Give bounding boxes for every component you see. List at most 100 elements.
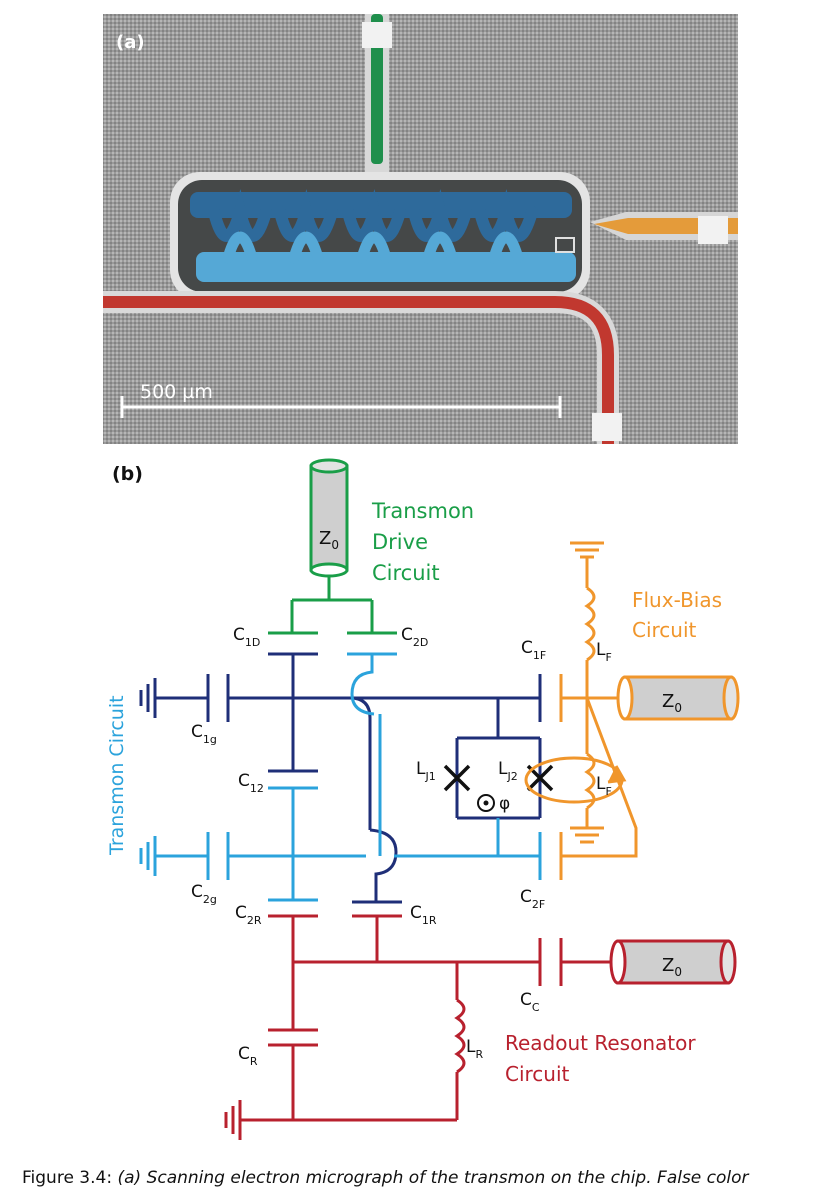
- label-c2f-main: C: [520, 887, 532, 907]
- label-lf-top-sub: F: [605, 651, 611, 664]
- flux-dot: [483, 800, 489, 806]
- readout-bond-pad: [592, 413, 622, 441]
- drive-coax-end: [309, 562, 349, 578]
- flux-bias-title: Flux-Bias Circuit: [632, 588, 728, 642]
- label-c1f: C1F: [521, 638, 546, 662]
- readout-coax-end: [609, 939, 627, 985]
- label-c2g-sub: 2g: [203, 893, 217, 906]
- flux-coax-end: [616, 675, 634, 721]
- node2-crossover-top: [350, 654, 375, 716]
- flux-loop-arrow-icon: [607, 765, 627, 784]
- label-lj1-sub: J1: [424, 770, 435, 783]
- label-cc-sub: C: [532, 1001, 540, 1014]
- label-c1r: C1R: [410, 903, 437, 927]
- readout-title-line1: Readout Resonator: [505, 1031, 696, 1055]
- label-c1f-main: C: [521, 638, 533, 658]
- label-c1f-sub: 1F: [533, 649, 546, 662]
- junction-1-icon: [443, 764, 471, 792]
- drive-circuit-title: Transmon Drive Circuit: [371, 499, 481, 585]
- label-c2r-main: C: [235, 903, 247, 923]
- readout-z0-label: Z0: [662, 955, 682, 979]
- label-cc-main: C: [520, 990, 532, 1010]
- label-c2f-sub: 2F: [532, 898, 545, 911]
- label-c2f: C2F: [520, 887, 545, 911]
- readout-title-line2: Circuit: [505, 1062, 570, 1086]
- flux-out-of-page-icon: [477, 794, 495, 812]
- label-c2g: C2g: [191, 882, 217, 906]
- figure: 500 µm (a) (b) Z0 Transmon Drive Circuit: [103, 14, 740, 1140]
- caption-text: (a) Scanning electron micrograph of the …: [117, 1168, 749, 1188]
- interdigitated-fingers-bottom: [222, 231, 524, 264]
- drive-wires: [290, 576, 374, 632]
- label-c1d-sub: 1D: [245, 636, 260, 649]
- label-lr-sub: R: [475, 1048, 483, 1061]
- flux-symbol: φ: [477, 794, 510, 814]
- panel-a-label: (a): [116, 32, 145, 53]
- drive-title-line1: Transmon: [371, 499, 474, 523]
- label-lr-main: L: [466, 1037, 476, 1057]
- label-lf-bottom: LF: [596, 774, 612, 798]
- flux-title-line1: Flux-Bias: [632, 588, 722, 612]
- flux-coax-far-end: [722, 675, 740, 721]
- readout-wires: [291, 916, 612, 1030]
- sem-micrograph: 500 µm (a): [103, 14, 738, 444]
- transmon-node-1: [139, 652, 542, 904]
- drive-z0-label: Z0: [319, 528, 339, 552]
- flux-z0-subscript: 0: [674, 701, 682, 715]
- transmon-node-2: [139, 652, 542, 902]
- label-c2r: C2R: [235, 903, 262, 927]
- readout-ground-wires: [240, 1045, 459, 1122]
- component-labels: C1D C2D C1F LF C1g C12 LJ1 LJ2 LF C2g C2…: [191, 625, 612, 1068]
- label-lj1: LJ1: [416, 759, 436, 783]
- label-c1g-main: C: [191, 722, 203, 742]
- drive-title-line3: Circuit: [372, 561, 440, 585]
- label-c12: C12: [238, 771, 264, 795]
- label-lj2-sub: J2: [506, 770, 517, 783]
- label-c12-sub: 12: [250, 782, 264, 795]
- phi-label: φ: [499, 794, 510, 814]
- label-lj2-main: L: [498, 759, 508, 779]
- node1-horizontal-left: [155, 696, 372, 830]
- drive-z0-subscript: 0: [331, 538, 339, 552]
- label-cr-main: C: [238, 1044, 250, 1064]
- caption-prefix: Figure 3.4:: [22, 1168, 118, 1188]
- label-c1r-main: C: [410, 903, 422, 923]
- scale-bar-label: 500 µm: [140, 381, 213, 403]
- label-cc: CC: [520, 990, 540, 1014]
- label-lf-top: LF: [596, 640, 612, 664]
- label-c2d-main: C: [401, 625, 413, 645]
- drive-coax-top: [309, 458, 349, 474]
- label-cr-sub: R: [250, 1055, 258, 1068]
- interdigitated-fingers-top: [208, 189, 538, 242]
- label-c2d: C2D: [401, 625, 428, 649]
- label-lr: LR: [466, 1037, 483, 1061]
- inductor-lr: [454, 998, 466, 1074]
- squid-loop: [555, 237, 575, 253]
- flux-z0-label: Z0: [662, 691, 682, 715]
- inductor-lf-top: [584, 586, 596, 662]
- label-c2g-main: C: [191, 882, 203, 902]
- label-c1g-sub: 1g: [203, 733, 217, 746]
- drive-line-green: [371, 14, 383, 164]
- drive-title-line2: Drive: [372, 530, 428, 554]
- label-c1r-sub: 1R: [422, 914, 437, 927]
- flux-title-line2: Circuit: [632, 618, 697, 642]
- flux-return-wire: [561, 697, 638, 858]
- drive-bond-pad: [362, 22, 392, 48]
- drive-coax: [309, 464, 349, 572]
- readout-circuit: [224, 914, 737, 1140]
- label-c12-main: C: [238, 771, 250, 791]
- readout-z0-symbol: Z: [662, 955, 674, 976]
- transmon-pad-top: [190, 192, 572, 218]
- node1-crossover: [369, 828, 398, 902]
- label-lj1-main: L: [416, 759, 426, 779]
- panel-b-label: (b): [112, 463, 143, 485]
- readout-coax-far-end: [719, 939, 737, 985]
- readout-z0-subscript: 0: [674, 965, 682, 979]
- label-c2r-sub: 2R: [247, 914, 262, 927]
- flux-z0-symbol: Z: [662, 691, 674, 712]
- label-c1d-main: C: [233, 625, 245, 645]
- label-c1d: C1D: [233, 625, 260, 649]
- drive-circuit: [268, 458, 397, 635]
- label-cr: CR: [238, 1044, 258, 1068]
